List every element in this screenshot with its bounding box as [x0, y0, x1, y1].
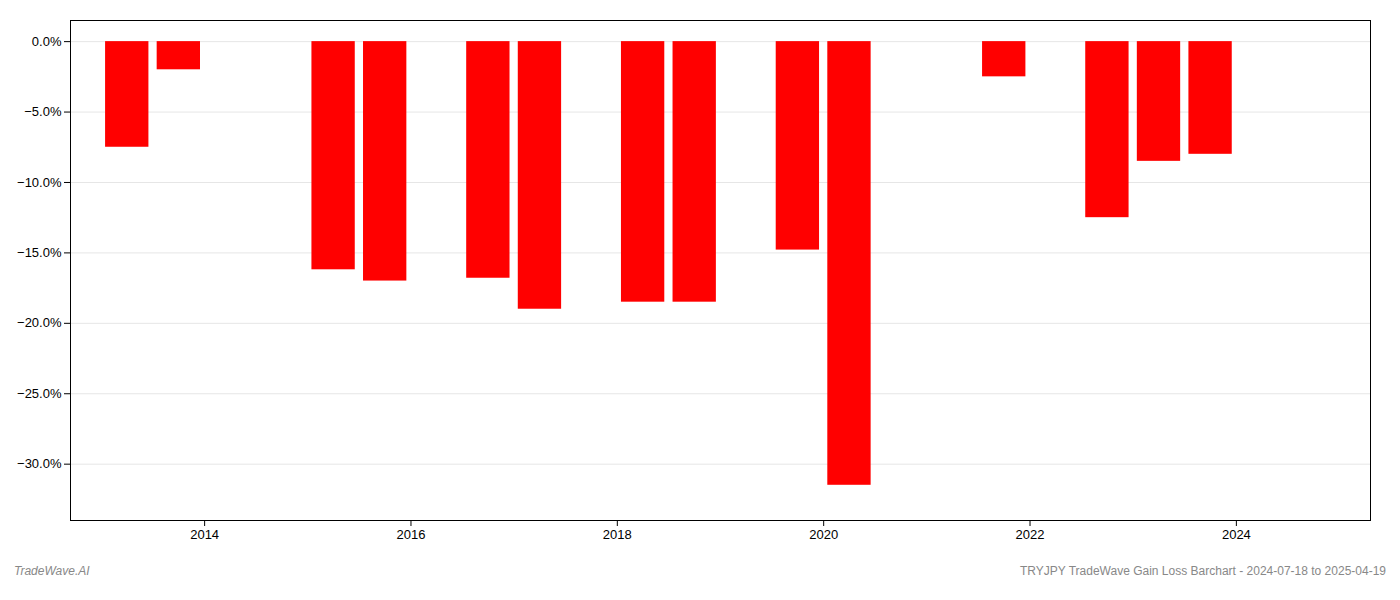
- svg-text:−30.0%: −30.0%: [17, 456, 62, 471]
- html-text:TRYJPY TradeWave Gain Loss Bar: TRYJPY TradeWave Gain Loss Barchart - 20…: [1020, 564, 1386, 578]
- svg-text:−10.0%: −10.0%: [17, 175, 62, 190]
- svg-text:2014: 2014: [190, 527, 219, 542]
- svg-text:2016: 2016: [397, 527, 426, 542]
- svg-text:−15.0%: −15.0%: [17, 245, 62, 260]
- svg-text:2022: 2022: [1016, 527, 1045, 542]
- svg-text:0.0%: 0.0%: [32, 34, 62, 49]
- svg-text:2024: 2024: [1222, 527, 1251, 542]
- svg-text:−25.0%: −25.0%: [17, 386, 62, 401]
- svg-text:−5.0%: −5.0%: [24, 104, 62, 119]
- svg-text:2020: 2020: [809, 527, 838, 542]
- svg-text:2018: 2018: [603, 527, 632, 542]
- html-text:TradeWave.AI: TradeWave.AI: [14, 564, 90, 578]
- svg-text:−20.0%: −20.0%: [17, 315, 62, 330]
